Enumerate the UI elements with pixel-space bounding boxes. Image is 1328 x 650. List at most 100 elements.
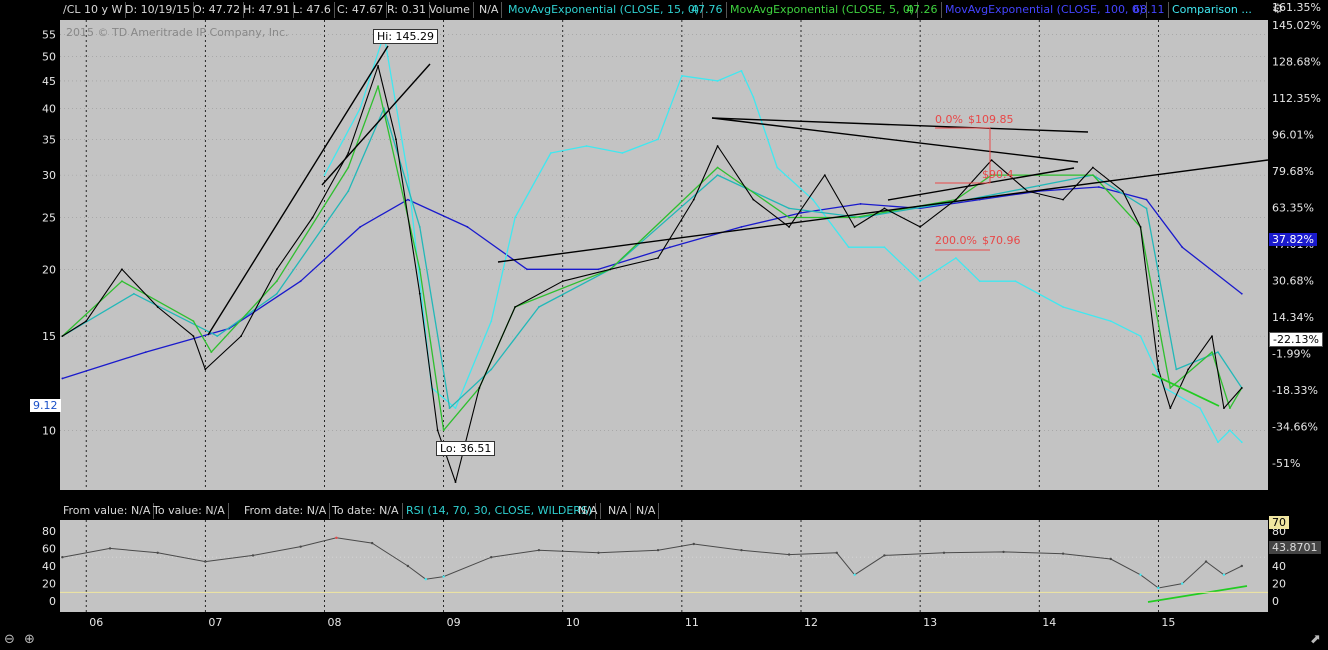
rsi-point	[1139, 573, 1142, 576]
right-tag-comparison: -22.13%	[1269, 332, 1323, 347]
fib-200-price: $70.96	[982, 234, 1021, 247]
series-point-1	[347, 166, 350, 169]
y-left-tick-label: 50	[42, 50, 56, 63]
series-point-2	[448, 407, 451, 410]
series-point-0	[1157, 368, 1160, 371]
y-left-tick-label: 45	[42, 75, 56, 88]
series-point-4	[1199, 407, 1201, 410]
rsi-point	[883, 554, 886, 557]
series-point-0	[1062, 198, 1064, 201]
symbol-label[interactable]: /CL 10 y W	[60, 2, 127, 18]
series-point-3	[299, 280, 302, 283]
y-right-tick-label: -18.33%	[1272, 384, 1318, 397]
zoom-out-icon[interactable]: ⊖	[4, 632, 15, 647]
series-point-0	[1187, 368, 1190, 371]
divergence-line-price[interactable]	[1151, 373, 1220, 407]
rsi-from-date[interactable]: From date: N/A	[241, 503, 331, 519]
fib-labels: 0.0% $109.85 $90.4 200.0% $70.96	[935, 113, 1021, 247]
series-point-2	[1175, 368, 1178, 371]
rsi-study-label[interactable]: RSI (14, 70, 30, CLOSE, WILDERS)	[403, 503, 597, 519]
trendline-up-2[interactable]	[321, 63, 431, 186]
x-tick-label: 14	[1042, 616, 1056, 629]
left-price-tag: 9.12	[30, 399, 61, 412]
trendline-wedge-bottom[interactable]	[887, 167, 1075, 201]
series-point-4	[549, 152, 552, 154]
x-tick-label: 09	[447, 616, 461, 629]
x-tick-label: 11	[685, 616, 699, 629]
rsi-point	[204, 560, 207, 563]
settings-icon[interactable]: ⚙	[1272, 2, 1284, 17]
series-point-0	[1240, 387, 1243, 389]
divergence-line-rsi[interactable]	[1147, 585, 1248, 603]
series-point-1	[275, 280, 278, 283]
rsi-na-3: N/A	[633, 503, 660, 519]
rsi-y-right-tick-label: 0	[1272, 595, 1279, 608]
rsi-to-date[interactable]: To date: N/A	[329, 503, 403, 519]
rsi-series-group	[60, 536, 1268, 593]
rsi-point	[335, 536, 338, 540]
zoom-in-icon[interactable]: ⊕	[24, 632, 35, 647]
series-point-3	[1097, 186, 1100, 188]
series-point-0	[954, 198, 957, 201]
rsi-from-value[interactable]: From value: N/A	[60, 503, 155, 519]
series-point-0	[919, 226, 922, 228]
rsi-point	[1181, 582, 1184, 585]
series-point-0	[883, 207, 886, 210]
trendline-wedge-top[interactable]	[711, 117, 1079, 163]
rsi-point	[156, 551, 159, 554]
series-point-3	[61, 377, 64, 380]
high-label: H: 47.91	[240, 2, 294, 18]
series-point-3	[740, 226, 743, 228]
series-line-2[interactable]	[62, 107, 1243, 409]
rsi-y-right-tick-label: 20	[1272, 578, 1286, 591]
low-label: L: 47.6	[290, 2, 335, 18]
series-point-4	[978, 280, 981, 283]
y-left-tick-label: 15	[42, 330, 56, 343]
bottom-toolbar: ⊖ ⊕ ⬈	[0, 632, 1328, 650]
y-right-tick-label: 96.01%	[1272, 129, 1314, 142]
series-point-3	[597, 268, 600, 271]
series-point-1	[853, 216, 856, 219]
series-point-4	[1062, 306, 1064, 308]
series-point-1	[1091, 174, 1094, 177]
ema15-value: 47.76	[688, 2, 727, 18]
series-point-0	[716, 145, 719, 147]
ema5-label[interactable]: MovAvgExponential (CLOSE, 5, 0)	[727, 2, 919, 18]
rsi-y-right-tick-label: 40	[1272, 560, 1286, 573]
series-point-0	[192, 335, 195, 338]
series-point-0	[204, 368, 207, 371]
trendline-resistance[interactable]	[711, 117, 1089, 133]
volume-label[interactable]: Volume	[426, 2, 474, 18]
x-tick-label: 15	[1161, 616, 1175, 629]
series-line-3[interactable]	[62, 186, 1243, 380]
rsi-y-tick-label: 60	[42, 542, 56, 555]
series-group	[61, 33, 1243, 484]
series-point-1	[990, 174, 993, 177]
comparison-label[interactable]: Comparison ...	[1172, 3, 1252, 16]
series-point-3	[978, 198, 981, 201]
y-left-tick-label: 40	[42, 102, 56, 115]
y-right-tick-label: 112.35%	[1272, 92, 1321, 105]
rsi-point	[424, 578, 427, 581]
series-point-0	[609, 268, 612, 271]
ema100-value: 68.11	[1130, 2, 1169, 18]
ema15-label[interactable]: MovAvgExponential (CLOSE, 15, 0)	[505, 2, 704, 18]
ema100-label[interactable]: MovAvgExponential (CLOSE, 100, 0)	[942, 2, 1148, 18]
trendline-up-1[interactable]	[207, 45, 389, 336]
rsi-point	[537, 548, 541, 552]
series-point-0	[692, 198, 695, 201]
series-point-1	[1169, 387, 1172, 389]
series-point-4	[740, 69, 743, 72]
series-point-4	[883, 246, 886, 249]
series-point-0	[990, 159, 993, 162]
draw-tool-icon[interactable]: ⬈	[1310, 632, 1321, 647]
rsi-point	[1240, 564, 1243, 568]
series-point-0	[311, 216, 314, 219]
rsi-y-tick-label: 80	[42, 525, 56, 538]
trendline-support[interactable]	[497, 159, 1269, 263]
series-line-4[interactable]	[323, 33, 1243, 443]
y-left-tick-label: 35	[42, 133, 56, 146]
x-axis-bg	[0, 612, 1328, 632]
rsi-to-value[interactable]: To value: N/A	[150, 503, 229, 519]
